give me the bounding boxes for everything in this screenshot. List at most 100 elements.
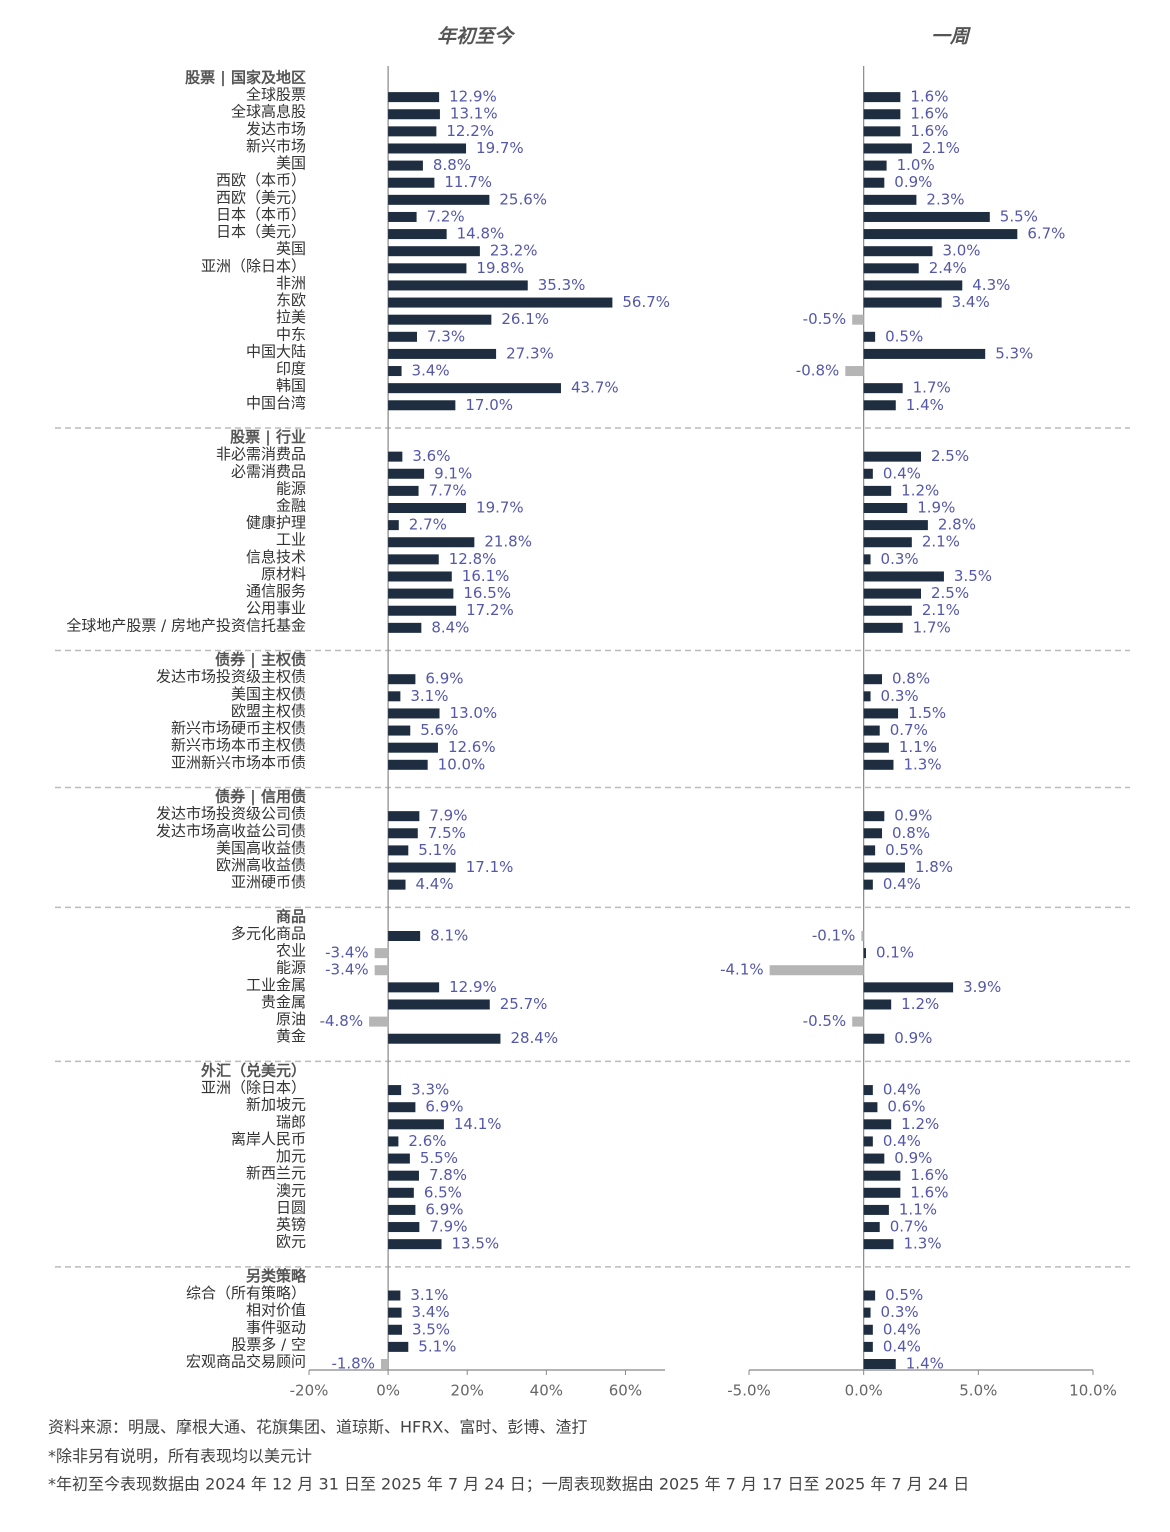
category-label: 澳元	[276, 1181, 306, 1199]
category-label: 美国高收益债	[216, 839, 306, 857]
category-label: 瑞郎	[276, 1113, 306, 1131]
category-label: 工业	[276, 531, 306, 549]
value-label: 16.5%	[463, 584, 511, 602]
bar	[863, 999, 892, 1010]
value-label: 12.8%	[449, 550, 497, 568]
bar	[388, 331, 417, 342]
bar	[388, 177, 435, 188]
value-label: 0.7%	[890, 1218, 928, 1236]
value-label: 8.1%	[430, 927, 468, 945]
bar	[863, 862, 905, 873]
category-label: 新西兰元	[246, 1164, 306, 1182]
value-label: 6.7%	[1027, 225, 1065, 243]
value-label: -4.8%	[320, 1012, 364, 1030]
value-label: 3.4%	[412, 1303, 450, 1321]
value-label: 0.9%	[894, 1029, 932, 1047]
value-label: 0.4%	[883, 1337, 921, 1355]
category-label: 新兴市场本币主权债	[171, 736, 306, 754]
value-label: 3.3%	[411, 1081, 449, 1099]
bar	[863, 143, 912, 154]
value-label: 35.3%	[538, 276, 586, 294]
bar	[863, 1153, 885, 1164]
value-label: 6.9%	[425, 1098, 463, 1116]
bar	[388, 92, 440, 103]
bar	[388, 297, 613, 308]
value-label: 2.8%	[938, 516, 976, 534]
value-label: 7.5%	[428, 824, 466, 842]
category-label: 多元化商品	[231, 925, 306, 943]
bar	[374, 965, 389, 976]
value-label: 0.8%	[892, 670, 930, 688]
value-label: 12.2%	[446, 122, 494, 140]
value-label: 23.2%	[490, 242, 538, 260]
bar	[863, 280, 963, 291]
value-label: -0.5%	[803, 310, 847, 328]
value-label: 2.1%	[922, 139, 960, 157]
value-label: 5.5%	[420, 1149, 458, 1167]
value-label: 26.1%	[501, 310, 549, 328]
value-label: 4.3%	[972, 276, 1010, 294]
bar	[388, 211, 417, 222]
bar	[388, 314, 492, 325]
category-label: 加元	[276, 1147, 306, 1165]
bar	[863, 246, 933, 257]
x-tick-label: -20%	[290, 1382, 329, 1400]
value-label: -3.4%	[325, 961, 369, 979]
bar	[863, 879, 873, 890]
value-label: 56.7%	[622, 293, 670, 311]
value-label: 1.1%	[899, 1200, 937, 1218]
bar	[852, 1016, 864, 1027]
bar	[388, 845, 409, 856]
value-label: 0.9%	[894, 807, 932, 825]
value-label: 12.9%	[449, 88, 497, 106]
bar	[388, 229, 447, 240]
category-label: 英国	[276, 240, 306, 258]
category-label: 综合（所有策略）	[186, 1284, 306, 1302]
bar	[863, 1222, 880, 1233]
bar	[388, 1204, 416, 1215]
bar	[388, 982, 440, 993]
bar	[863, 1170, 901, 1181]
bar	[863, 1324, 873, 1335]
bar	[388, 194, 490, 205]
value-label: 0.4%	[883, 464, 921, 482]
bar	[388, 1222, 420, 1233]
value-label: 25.6%	[499, 190, 547, 208]
bar	[388, 811, 420, 822]
value-label: 21.8%	[484, 533, 532, 551]
bar	[388, 383, 561, 394]
value-label: 1.0%	[897, 156, 935, 174]
value-label: -0.1%	[812, 927, 856, 945]
bar	[388, 1170, 419, 1181]
value-label: 17.1%	[466, 858, 514, 876]
bar	[863, 520, 928, 531]
value-label: 1.6%	[910, 88, 948, 106]
value-label: 0.3%	[881, 1303, 919, 1321]
value-label: 0.3%	[881, 550, 919, 568]
value-label: 0.4%	[883, 1081, 921, 1099]
panel-title: 一周	[931, 26, 971, 48]
value-label: 6.9%	[425, 670, 463, 688]
value-label: 9.1%	[434, 464, 472, 482]
value-label: 5.3%	[995, 344, 1033, 362]
value-label: 2.6%	[408, 1132, 446, 1150]
value-label: 4.4%	[416, 875, 454, 893]
value-label: 28.4%	[510, 1029, 558, 1047]
bar	[863, 1341, 873, 1352]
value-label: -0.8%	[796, 362, 840, 380]
bar	[863, 331, 876, 342]
bar	[388, 400, 456, 411]
bar	[388, 246, 480, 257]
value-label: 17.2%	[466, 601, 514, 619]
bar	[863, 468, 873, 479]
bar	[863, 503, 908, 513]
bar	[861, 931, 864, 941]
bar	[863, 982, 954, 993]
category-label: 新加坡元	[246, 1096, 306, 1114]
value-label: 13.1%	[450, 105, 498, 123]
value-label: 3.1%	[410, 687, 448, 705]
bar	[863, 1290, 876, 1301]
bar	[863, 811, 885, 822]
bar	[863, 571, 944, 582]
